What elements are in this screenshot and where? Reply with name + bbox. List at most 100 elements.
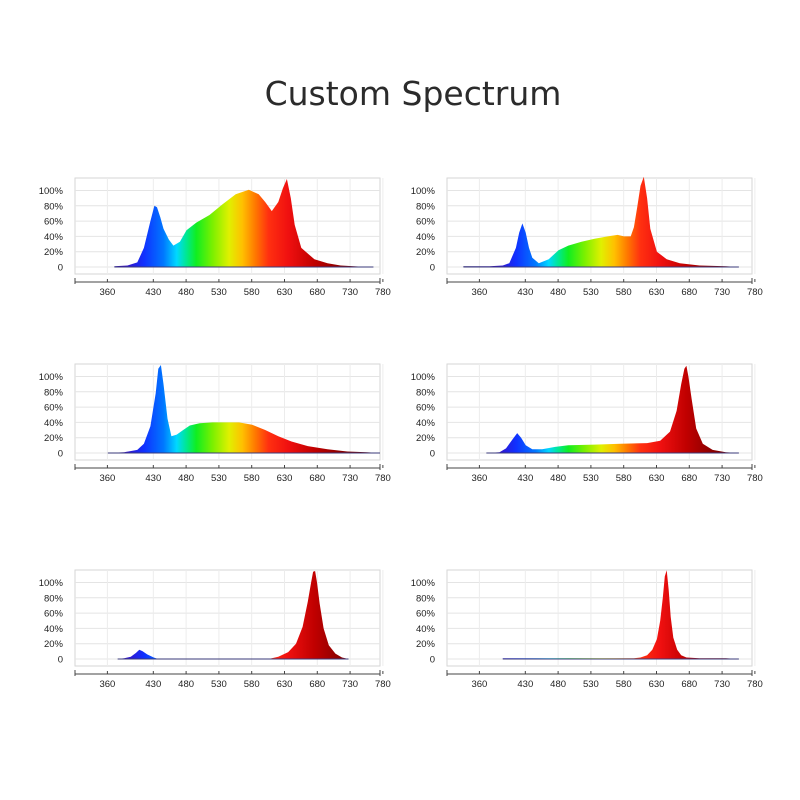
x-tick-label: 530 — [583, 287, 599, 298]
x-tick-label: 730 — [342, 287, 358, 298]
y-tick-label: 0 — [58, 655, 63, 666]
x-tick-label: 630 — [649, 473, 665, 484]
x-tick-label: 430 — [517, 679, 533, 690]
x-tick-label: 430 — [517, 473, 533, 484]
y-tick-label: 80% — [44, 201, 64, 212]
x-tick-label: 630 — [277, 679, 293, 690]
x-tick-label: 780 — [375, 473, 391, 484]
x-tick-label: 530 — [211, 287, 227, 298]
x-tick-label: 580 — [616, 287, 632, 298]
y-tick-label: 60% — [44, 609, 64, 620]
x-tick-label: 360 — [99, 473, 115, 484]
x-tick-label: 580 — [244, 473, 260, 484]
y-tick-label: 100% — [411, 186, 436, 197]
y-tick-label: 0 — [58, 449, 63, 460]
x-tick-label: 360 — [471, 287, 487, 298]
y-tick-label: 60% — [416, 217, 436, 228]
y-tick-label: 100% — [39, 578, 64, 589]
x-tick-label: 580 — [244, 287, 260, 298]
y-tick-label: 20% — [44, 639, 64, 650]
spectrum-area — [486, 365, 739, 453]
y-tick-label: 80% — [416, 201, 436, 212]
x-tick-label: 780 — [747, 679, 763, 690]
x-tick-label: 680 — [681, 679, 697, 690]
y-tick-label: 80% — [416, 593, 436, 604]
x-tick-label: 480 — [178, 287, 194, 298]
x-tick-label: 780 — [375, 287, 391, 298]
x-tick-label: 360 — [471, 679, 487, 690]
y-tick-label: 40% — [44, 418, 64, 429]
x-tick-label: 360 — [99, 679, 115, 690]
plot-frame — [446, 569, 753, 667]
x-tick-label: 580 — [616, 679, 632, 690]
x-tick-label: 580 — [244, 679, 260, 690]
x-tick-label: 480 — [550, 287, 566, 298]
chart-panel-6: 0 20% 40% 60% 80% 100% 360 430 480 530 580 630 680 73… — [411, 569, 763, 690]
spectrum-area — [463, 176, 739, 267]
x-tick-label: 480 — [550, 473, 566, 484]
spectrum-area — [117, 571, 349, 659]
y-tick-label: 20% — [416, 247, 436, 258]
x-tick-label: 530 — [583, 679, 599, 690]
x-tick-label: 730 — [714, 287, 730, 298]
chart-panel-1: 0 20% 40% 60% 80% 100% 360 430 480 530 580 630 680 73… — [39, 177, 391, 298]
chart-panel-3: 0 20% 40% 60% 80% 100% 360 430 480 530 580 630 680 73… — [39, 363, 391, 484]
x-tick-label: 680 — [681, 473, 697, 484]
x-tick-label: 680 — [309, 287, 325, 298]
x-tick-label: 480 — [178, 679, 194, 690]
x-tick-label: 680 — [309, 679, 325, 690]
y-tick-label: 60% — [416, 403, 436, 414]
x-tick-label: 530 — [211, 473, 227, 484]
x-tick-label: 430 — [145, 287, 161, 298]
y-tick-label: 40% — [44, 232, 64, 243]
x-tick-label: 730 — [342, 679, 358, 690]
y-tick-label: 20% — [416, 433, 436, 444]
x-tick-label: 430 — [145, 679, 161, 690]
x-tick-label: 530 — [211, 679, 227, 690]
y-tick-label: 0 — [430, 655, 435, 666]
x-tick-label: 480 — [178, 473, 194, 484]
y-tick-label: 60% — [44, 403, 64, 414]
y-tick-label: 100% — [411, 372, 436, 383]
x-tick-label: 580 — [616, 473, 632, 484]
x-tick-label: 630 — [277, 473, 293, 484]
y-tick-label: 40% — [44, 624, 64, 635]
y-tick-label: 0 — [430, 449, 435, 460]
x-tick-label: 360 — [99, 287, 115, 298]
y-tick-label: 0 — [58, 263, 63, 274]
x-tick-label: 530 — [583, 473, 599, 484]
page-title: Custom Spectrum — [264, 74, 562, 113]
y-tick-label: 60% — [44, 217, 64, 228]
x-tick-label: 430 — [145, 473, 161, 484]
x-tick-label: 680 — [309, 473, 325, 484]
x-tick-label: 480 — [550, 679, 566, 690]
x-tick-label: 630 — [649, 287, 665, 298]
x-tick-label: 630 — [277, 287, 293, 298]
y-tick-label: 20% — [44, 247, 64, 258]
y-tick-label: 80% — [416, 387, 436, 398]
y-tick-label: 0 — [430, 263, 435, 274]
y-tick-label: 20% — [44, 433, 64, 444]
y-tick-label: 100% — [39, 372, 64, 383]
y-tick-label: 100% — [411, 578, 436, 589]
x-tick-label: 430 — [517, 287, 533, 298]
y-tick-label: 80% — [44, 387, 64, 398]
x-tick-label: 730 — [714, 473, 730, 484]
y-tick-label: 40% — [416, 232, 436, 243]
x-tick-label: 360 — [471, 473, 487, 484]
x-tick-label: 680 — [681, 287, 697, 298]
x-tick-label: 730 — [342, 473, 358, 484]
y-tick-label: 60% — [416, 609, 436, 620]
y-tick-label: 80% — [44, 593, 64, 604]
spectrum-area — [107, 365, 381, 453]
y-tick-label: 40% — [416, 418, 436, 429]
x-tick-label: 780 — [375, 679, 391, 690]
spectrum-area — [114, 179, 374, 267]
x-tick-label: 780 — [747, 473, 763, 484]
chart-panel-2: 0 20% 40% 60% 80% 100% 360 430 480 530 580 630 680 73… — [411, 176, 763, 298]
y-tick-label: 100% — [39, 186, 64, 197]
plot-frame — [74, 569, 381, 667]
x-tick-label: 730 — [714, 679, 730, 690]
x-tick-label: 780 — [747, 287, 763, 298]
